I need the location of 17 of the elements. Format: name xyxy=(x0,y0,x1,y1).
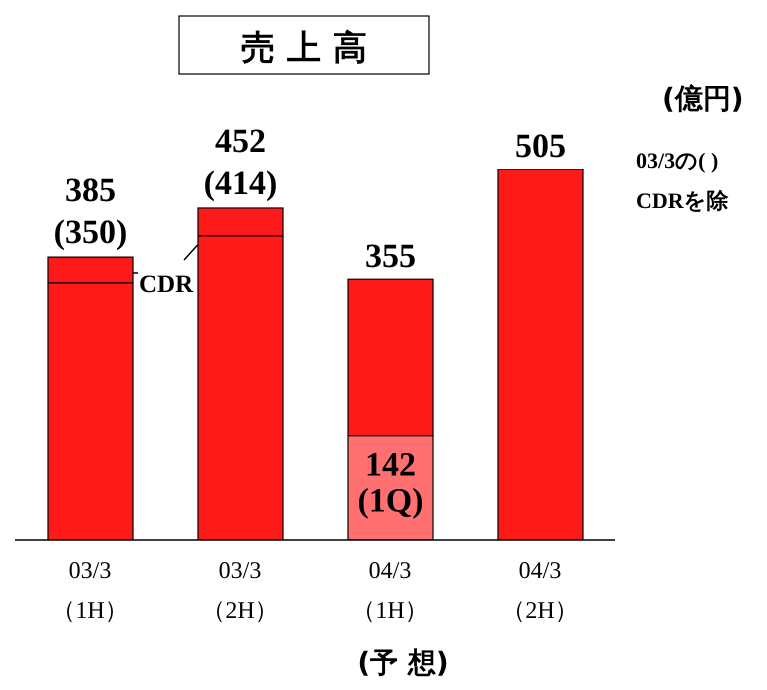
total-label: 385 xyxy=(65,172,116,210)
data-label: (414) xyxy=(204,164,278,202)
text: CDRを除 xyxy=(636,188,730,213)
data-label: 142 (1Q) xyxy=(357,446,424,520)
text: (予 想) xyxy=(357,646,449,679)
x-tick-label: 04/3 （2H） xyxy=(501,558,579,624)
annotation: CDR xyxy=(139,271,194,298)
x-tick-label: 04/3 （1H） xyxy=(351,558,429,624)
text: 03/3の( ) xyxy=(636,148,718,173)
x-tick-label: 03/3 （2H） xyxy=(201,558,279,624)
chart-title: 売 上 高 xyxy=(241,28,367,68)
data-label: (350) xyxy=(54,214,128,252)
text: (億円) xyxy=(662,82,744,115)
total-label: 505 xyxy=(515,128,566,165)
x-tick-label: 03/3 （1H） xyxy=(51,558,129,624)
total-label: 452 xyxy=(215,122,266,160)
total-label: 355 xyxy=(365,238,416,276)
